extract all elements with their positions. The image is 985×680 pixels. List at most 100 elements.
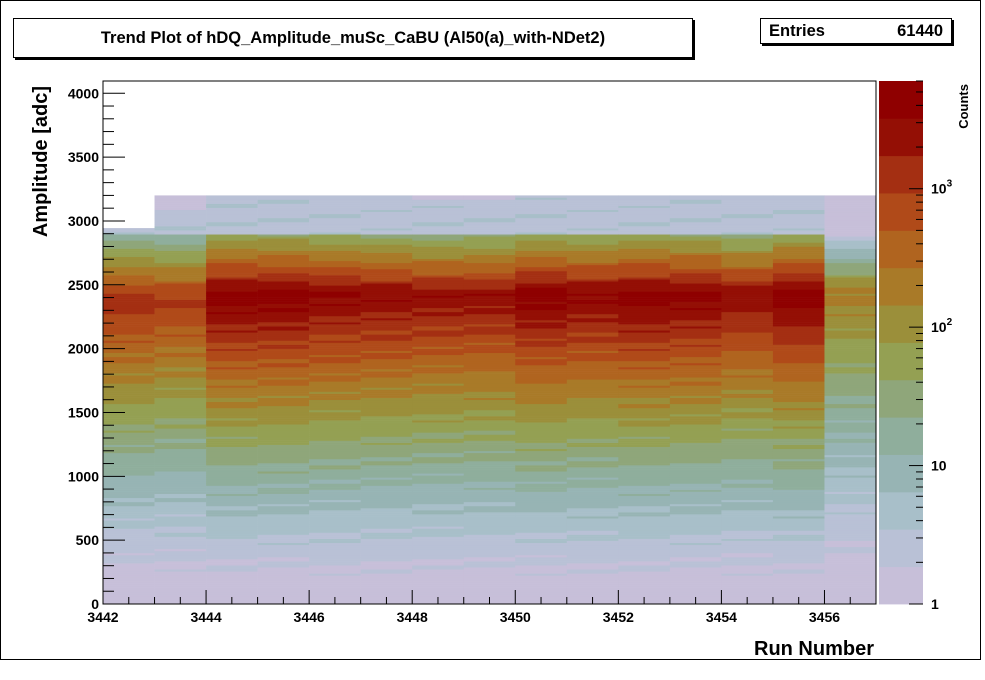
heatmap-cell <box>515 383 568 386</box>
heatmap-cell <box>669 360 722 364</box>
heatmap-cell <box>669 512 722 515</box>
heatmap-cell <box>309 436 361 439</box>
heatmap-cell <box>618 554 671 558</box>
heatmap-cell <box>103 544 155 548</box>
heatmap-cell <box>463 320 516 323</box>
heatmap-cell <box>206 401 258 405</box>
heatmap-cell <box>463 369 516 372</box>
heatmap-cell <box>463 283 516 286</box>
heatmap-cell <box>309 411 361 415</box>
heatmap-cell <box>309 350 361 354</box>
heatmap-cell <box>103 273 155 276</box>
heatmap-cell <box>721 322 774 325</box>
heatmap-cell <box>360 358 413 362</box>
heatmap-cell <box>412 236 465 239</box>
heatmap-cell <box>257 460 310 464</box>
heatmap-cell <box>257 442 310 445</box>
heatmap-cell <box>463 201 516 204</box>
heatmap-cell <box>669 387 722 390</box>
heatmap-cell <box>257 260 310 264</box>
heatmap-cell <box>412 411 465 415</box>
heatmap-cell <box>669 516 722 519</box>
heatmap-cell <box>103 256 155 260</box>
heatmap-cell <box>103 301 155 304</box>
heatmap-cell <box>360 501 413 505</box>
heatmap-cell <box>618 407 671 411</box>
heatmap-cell <box>721 364 774 368</box>
heatmap-cell <box>618 285 671 288</box>
heatmap-cell <box>103 391 155 394</box>
heatmap-cell <box>154 585 207 588</box>
heatmap-cell <box>515 567 568 570</box>
heatmap-cell <box>515 544 568 548</box>
heatmap-cell <box>515 344 568 347</box>
heatmap-cell <box>566 369 619 372</box>
heatmap-cell <box>360 442 413 445</box>
heatmap-cell <box>257 293 310 296</box>
heatmap-cell <box>154 289 207 292</box>
heatmap-cell <box>669 203 722 206</box>
heatmap-cell <box>566 277 619 280</box>
heatmap-cell <box>412 230 465 233</box>
heatmap-cell <box>824 387 877 390</box>
heatmap-cell <box>360 591 413 595</box>
heatmap-cell <box>566 446 619 450</box>
heatmap-cell <box>566 460 619 464</box>
heatmap-cell <box>566 283 619 286</box>
heatmap-cell <box>772 336 825 339</box>
heatmap-cell <box>257 291 310 294</box>
heatmap-cell <box>412 587 465 590</box>
heatmap-cell <box>412 489 465 492</box>
heatmap-cell <box>721 593 774 597</box>
heatmap-cell <box>309 256 361 260</box>
heatmap-cell <box>463 338 516 341</box>
heatmap-cell <box>824 520 877 523</box>
heatmap-cell <box>154 561 207 564</box>
heatmap-cell <box>257 369 310 372</box>
heatmap-cell <box>566 254 619 257</box>
heatmap-cell <box>103 481 155 484</box>
heatmap-cell <box>412 264 465 268</box>
heatmap-cell <box>566 407 619 411</box>
heatmap-cell <box>206 242 258 245</box>
heatmap-cell <box>515 399 568 403</box>
heatmap-cell <box>824 326 877 329</box>
heatmap-cell <box>566 475 619 478</box>
heatmap-cell <box>257 307 310 311</box>
heatmap-cell <box>566 301 619 304</box>
heatmap-cell <box>772 217 825 221</box>
heatmap-cell <box>360 338 413 341</box>
heatmap-cell <box>412 275 465 278</box>
heatmap-cell <box>360 575 413 578</box>
heatmap-cell <box>515 317 568 321</box>
heatmap-cell <box>206 201 258 204</box>
heatmap-cell <box>721 463 774 466</box>
heatmap-cell <box>309 315 361 319</box>
heatmap-cell <box>772 299 825 302</box>
heatmap-cell <box>618 250 671 253</box>
heatmap-cell <box>154 207 207 211</box>
heatmap-cell <box>772 371 825 374</box>
heatmap-cell <box>257 195 310 198</box>
heatmap-cell <box>103 473 155 476</box>
heatmap-cell <box>515 289 568 292</box>
heatmap-cell <box>669 524 722 527</box>
heatmap-cell <box>618 334 671 337</box>
heatmap-cell <box>824 524 877 527</box>
heatmap-cell <box>566 465 619 468</box>
heatmap-cell <box>154 450 207 454</box>
heatmap-cell <box>772 522 825 525</box>
heatmap-cell <box>154 221 207 225</box>
heatmap-cell <box>618 303 671 307</box>
heatmap-cell <box>721 420 774 423</box>
heatmap-cell <box>618 399 671 403</box>
heatmap-cell <box>515 575 568 578</box>
heatmap-cell <box>721 246 774 249</box>
heatmap-cell <box>257 469 310 472</box>
heatmap-cell <box>566 428 619 431</box>
heatmap-cell <box>566 448 619 452</box>
heatmap-cell <box>103 393 155 396</box>
heatmap-cell <box>515 291 568 294</box>
heatmap-cell <box>515 332 568 335</box>
heatmap-cell <box>206 512 258 515</box>
